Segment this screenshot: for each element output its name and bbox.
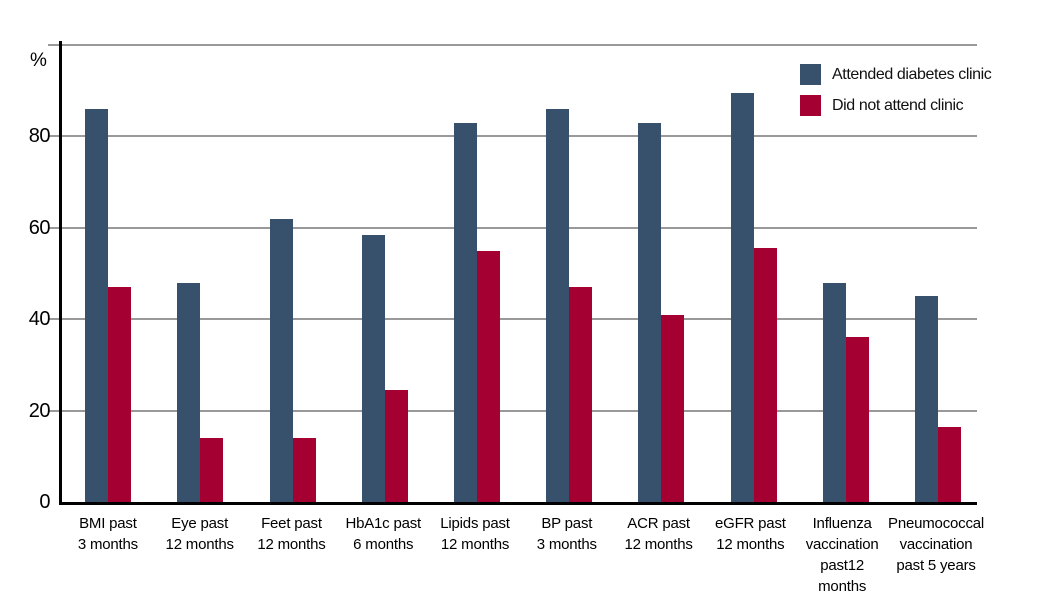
bar-notattend-6 — [661, 314, 685, 502]
gridline-20 — [48, 409, 977, 412]
y-axis-line — [59, 41, 62, 505]
bar-attended-6 — [638, 122, 662, 502]
x-label-feet: Feet past 12 months — [257, 515, 326, 553]
bar-notattend-5 — [569, 287, 593, 502]
bar-notattend-4 — [476, 250, 500, 502]
bar-attended-9 — [914, 296, 938, 502]
gridline-60 — [48, 226, 977, 229]
bar-attended-4 — [453, 122, 477, 502]
bar-attended-5 — [546, 108, 570, 502]
legend-label-did-not-attend: Did not attend clinic — [832, 96, 964, 114]
bar-notattend-2 — [292, 438, 316, 502]
legend-swatch-attended-icon — [800, 64, 821, 85]
legend-label-attended: Attended diabetes clinic — [832, 65, 992, 83]
bar-notattend-9 — [937, 426, 961, 502]
plot-area — [48, 41, 977, 505]
legend-swatch-did-not-attend-icon — [800, 95, 821, 116]
bar-group-4 — [431, 45, 523, 502]
y-axis-unit-label: % — [30, 50, 47, 71]
bar-attended-2 — [269, 218, 293, 502]
gridline-100 — [48, 44, 977, 46]
bar-group-0 — [62, 45, 154, 502]
bar-notattend-0 — [108, 287, 132, 502]
bar-attended-7 — [730, 93, 754, 502]
x-label-pneumococcal: Pneumococcal vaccination past 5 years — [888, 515, 985, 574]
y-tick-60: 60 — [28, 216, 51, 239]
bars-region — [62, 45, 984, 502]
y-tick-80: 80 — [28, 125, 51, 148]
bar-notattend-8 — [845, 337, 869, 502]
bar-attended-0 — [85, 108, 109, 502]
x-label-eye: Eye past 12 months — [165, 515, 234, 553]
legend-item-did-not-attend: Did not attend clinic — [800, 95, 991, 116]
x-axis-line — [59, 502, 977, 505]
bar-group-7 — [707, 45, 799, 502]
bar-attended-1 — [177, 282, 201, 502]
bar-group-3 — [339, 45, 431, 502]
x-axis-category-labels: BMI past 3 months Eye past 12 months Fee… — [62, 513, 984, 597]
bar-group-1 — [154, 45, 246, 502]
y-tick-20: 20 — [28, 399, 51, 422]
legend: Attended diabetes clinic Did not attend … — [800, 64, 992, 126]
x-label-lipids: Lipids past 12 months — [440, 515, 510, 553]
y-tick-40: 40 — [28, 308, 51, 331]
x-label-hba1c: HbA1c past 6 months — [345, 515, 421, 553]
bar-notattend-3 — [384, 390, 408, 502]
x-label-egfr: eGFR past 12 months — [714, 515, 786, 553]
gridline-40 — [48, 318, 977, 321]
x-label-bmi: BMI past 3 months — [77, 515, 138, 553]
bar-notattend-7 — [753, 248, 777, 502]
bar-group-9 — [892, 45, 984, 502]
bar-group-2 — [246, 45, 338, 502]
x-label-influenza: Influenza vaccination past12 months — [805, 515, 879, 595]
gridline-80 — [48, 135, 977, 138]
y-axis-tick-labels: 0 20 40 60 80 — [0, 45, 51, 513]
y-tick-0: 0 — [39, 491, 50, 513]
bar-attended-3 — [361, 234, 385, 502]
legend-item-attended: Attended diabetes clinic — [800, 64, 992, 85]
bar-group-8 — [800, 45, 892, 502]
bar-attended-8 — [822, 282, 846, 502]
bar-group-6 — [615, 45, 707, 502]
bar-group-5 — [523, 45, 615, 502]
x-label-acr: ACR past 12 months — [624, 515, 693, 553]
bar-notattend-1 — [200, 438, 224, 502]
x-label-bp: BP past 3 months — [536, 515, 597, 553]
